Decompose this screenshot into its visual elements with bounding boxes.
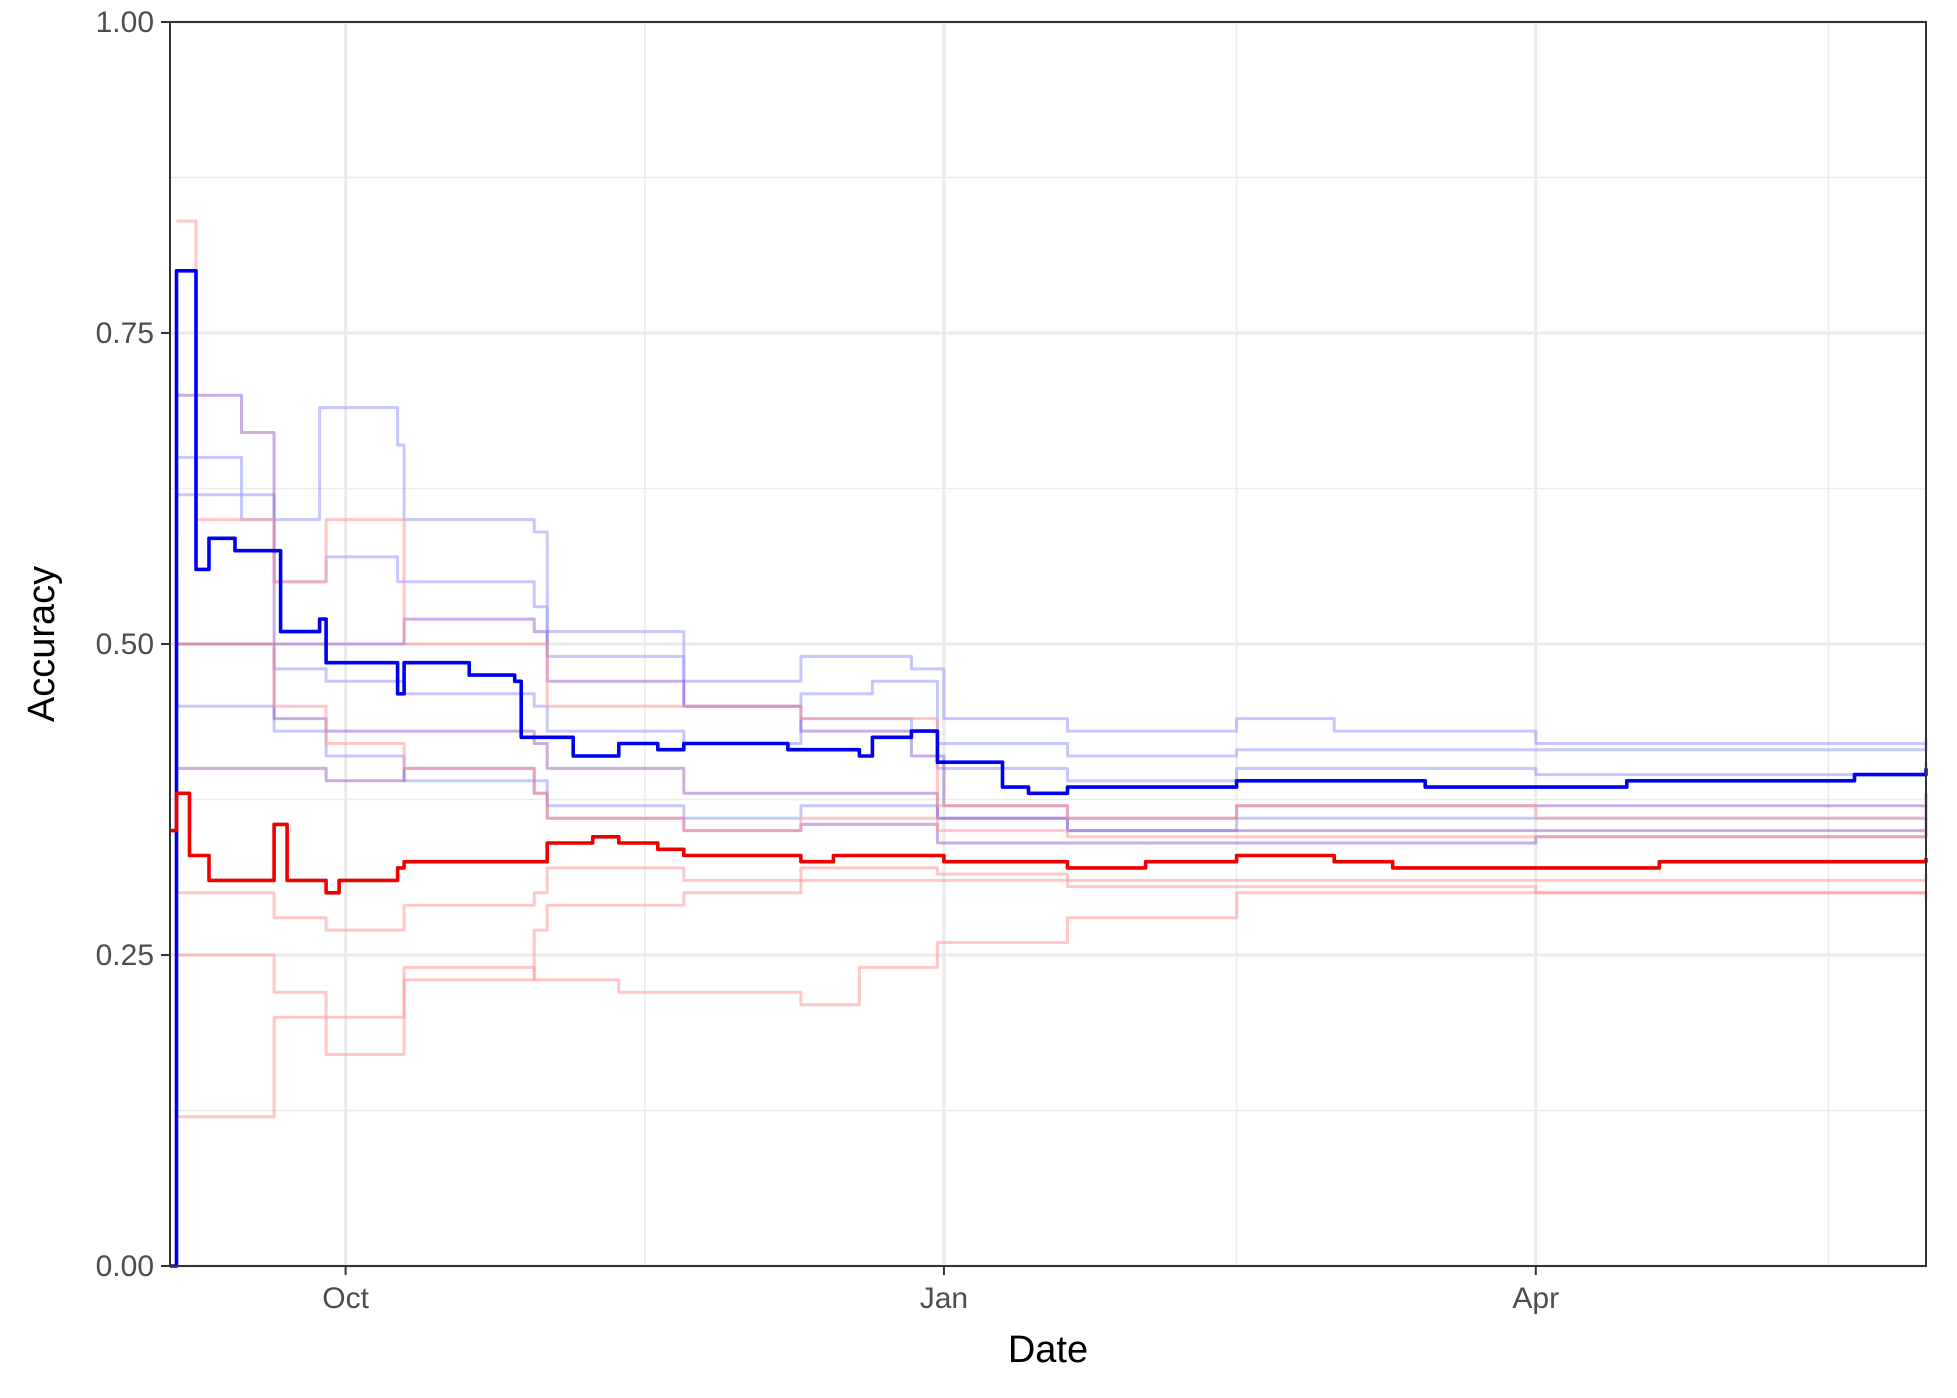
faint-light_red-series-line xyxy=(176,878,1926,1019)
highlight-red-series-line xyxy=(170,791,1928,895)
y-tick-label: 0.75 xyxy=(96,317,154,350)
faint-light_red-series-line xyxy=(176,642,1928,839)
faint-light_blue-series-line xyxy=(176,704,1928,833)
x-axis-title: Date xyxy=(1008,1329,1088,1371)
x-tick-label: Jan xyxy=(920,1282,968,1315)
faint-light_blue-series-line xyxy=(176,642,1928,783)
y-tick-label: 1.00 xyxy=(96,6,154,39)
y-axis-title: Accuracy xyxy=(21,566,63,722)
x-tick-label: Oct xyxy=(322,1282,369,1315)
y-tick-label: 0.00 xyxy=(96,1250,154,1283)
highlight-blue-series-line xyxy=(170,269,1928,1268)
faint-light_blue-series-line xyxy=(176,406,1928,745)
faint-light_red-series-line xyxy=(176,219,1928,820)
series-lines xyxy=(170,219,1928,1268)
x-tick-label: Apr xyxy=(1512,1282,1559,1315)
y-tick-label: 0.25 xyxy=(96,939,154,972)
faint-light_red-series-line xyxy=(176,866,1928,932)
faint-light_red-series-line xyxy=(176,891,1928,1119)
y-tick-label: 0.50 xyxy=(96,628,154,661)
axes: 0.00 0.25 0.50 0.75 1.00 Oct Jan Apr xyxy=(96,6,1560,1315)
